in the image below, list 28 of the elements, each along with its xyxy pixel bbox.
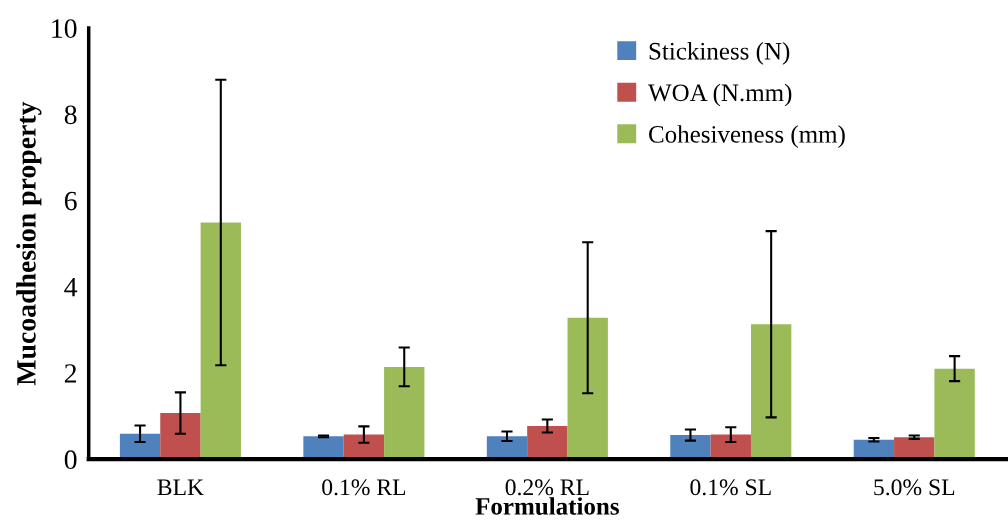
bar: [567, 317, 608, 460]
legend-label: Stickiness (N): [649, 42, 790, 65]
x-tick-label: BLK: [157, 479, 204, 496]
bar: [934, 368, 975, 460]
y-tick-label: 6: [64, 191, 77, 211]
y-tick-label: 8: [64, 105, 77, 125]
x-tick-label: 0.2% RL: [505, 479, 589, 496]
y-tick-label: 2: [64, 364, 77, 383]
bar: [119, 433, 161, 460]
bar: [670, 435, 711, 460]
legend-label: WOA (N.mm): [648, 83, 792, 107]
x-axis-title: Formulations: [475, 497, 619, 515]
x-tick-label: 0.1% RL: [322, 479, 406, 496]
y-tick-label: 4: [64, 278, 78, 297]
bar: [750, 324, 792, 460]
bar: [894, 437, 935, 460]
bar: [486, 436, 528, 460]
bar: [160, 413, 201, 460]
x-tick-label: 0.1% SL: [690, 479, 771, 496]
y-axis-title: Mucoadhesion property: [16, 101, 42, 386]
y-tick-label: 0: [64, 450, 77, 470]
legend-label: Cohesiveness (mm): [649, 125, 845, 148]
bar: [384, 366, 425, 460]
bar: [200, 222, 241, 460]
bar: [527, 425, 568, 460]
x-tick-label: 5.0% SL: [874, 479, 955, 496]
bar: [303, 436, 344, 460]
y-tick-label: 10: [52, 19, 77, 38]
